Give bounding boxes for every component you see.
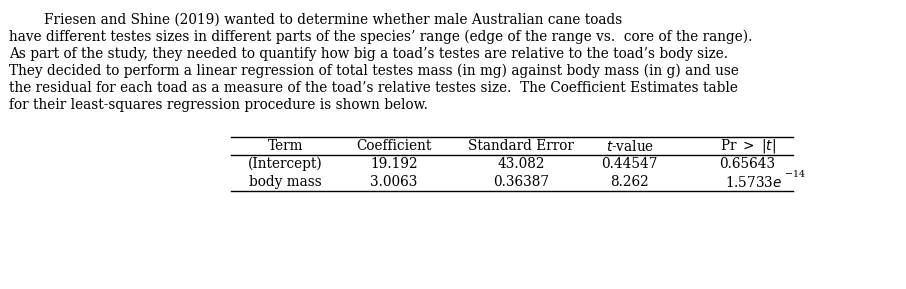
Text: 0.44547: 0.44547 — [602, 157, 658, 171]
Text: for their least-squares regression procedure is shown below.: for their least-squares regression proce… — [9, 98, 428, 112]
Text: 0.65643: 0.65643 — [719, 157, 776, 171]
Text: 19.192: 19.192 — [371, 157, 418, 171]
Text: body mass: body mass — [249, 175, 322, 189]
Text: 8.262: 8.262 — [611, 175, 649, 189]
Text: As part of the study, they needed to quantify how big a toad’s testes are relati: As part of the study, they needed to qua… — [9, 47, 728, 61]
Text: Friesen and Shine (2019) wanted to determine whether male Australian cane toads: Friesen and Shine (2019) wanted to deter… — [9, 13, 622, 27]
Text: 3.0063: 3.0063 — [371, 175, 418, 189]
Text: −14: −14 — [785, 170, 805, 179]
Text: $t$-value: $t$-value — [605, 138, 654, 153]
Text: the residual for each toad as a measure of the toad’s relative testes size.  The: the residual for each toad as a measure … — [9, 81, 737, 95]
Text: They decided to perform a linear regression of total testes mass (in mg) against: They decided to perform a linear regress… — [9, 64, 739, 78]
Text: 0.36387: 0.36387 — [493, 175, 549, 189]
Text: 1.5733$e$: 1.5733$e$ — [725, 175, 782, 190]
Text: Pr $>$ $|t|$: Pr $>$ $|t|$ — [719, 137, 776, 155]
Text: 43.082: 43.082 — [497, 157, 545, 171]
Text: Standard Error: Standard Error — [468, 139, 573, 153]
Text: (Intercept): (Intercept) — [248, 157, 323, 171]
Text: Term: Term — [267, 139, 304, 153]
Text: have different testes sizes in different parts of the species’ range (edge of th: have different testes sizes in different… — [9, 30, 753, 45]
Text: Coefficient: Coefficient — [356, 139, 432, 153]
